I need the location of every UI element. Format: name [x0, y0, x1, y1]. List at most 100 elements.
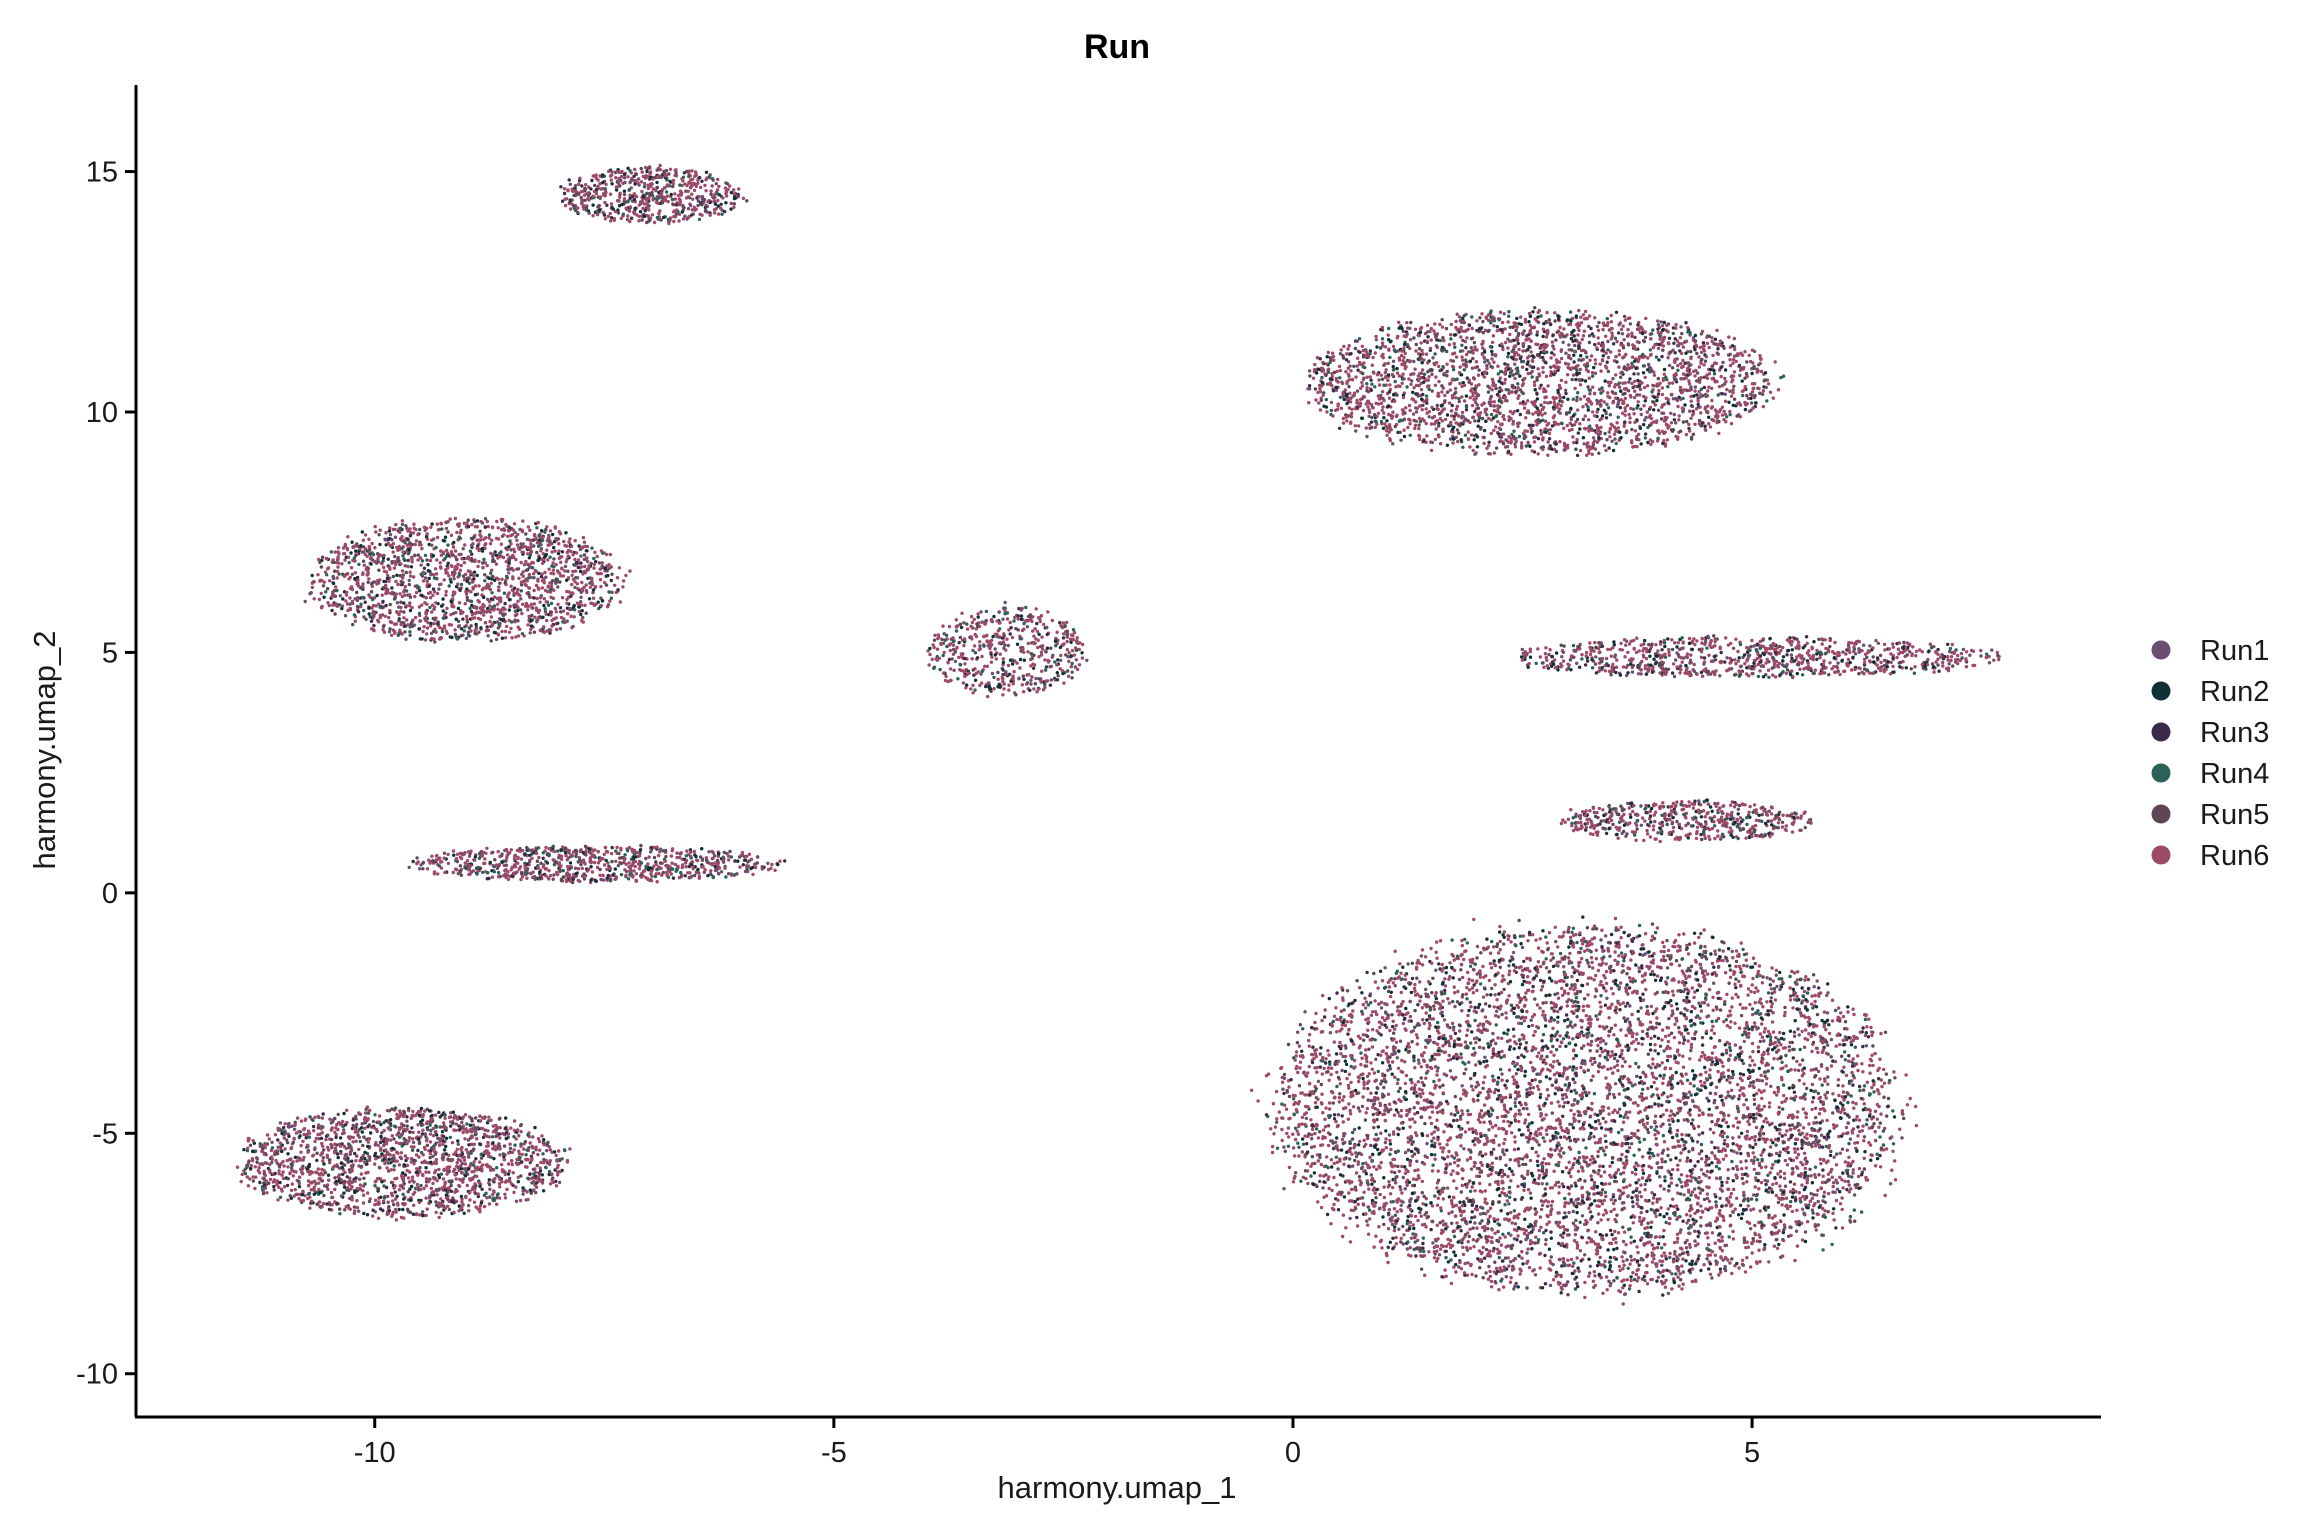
- data-point: [1614, 310, 1619, 314]
- data-point: [1673, 351, 1677, 355]
- data-point: [1384, 368, 1388, 372]
- data-point: [1395, 393, 1399, 397]
- data-point: [1489, 321, 1493, 325]
- data-point: [1427, 375, 1431, 379]
- data-point: [1501, 432, 1506, 436]
- data-point: [451, 553, 455, 557]
- data-point: [1536, 367, 1540, 371]
- data-point: [1695, 393, 1699, 397]
- data-point: [671, 184, 675, 189]
- data-point: [1610, 439, 1614, 443]
- data-point: [504, 560, 508, 564]
- data-point: [564, 531, 568, 535]
- data-point: [1551, 333, 1555, 338]
- data-point: [1338, 368, 1343, 373]
- data-point: [1507, 314, 1511, 318]
- data-point: [1593, 362, 1598, 366]
- data-point: [1694, 343, 1699, 347]
- data-point: [1467, 323, 1472, 328]
- data-point: [326, 566, 331, 570]
- data-point: [1592, 414, 1597, 418]
- data-point: [1417, 437, 1422, 442]
- data-point: [488, 604, 492, 608]
- data-point: [1597, 451, 1601, 455]
- data-point: [404, 570, 408, 575]
- data-point: [1697, 365, 1702, 369]
- data-point: [667, 221, 671, 226]
- data-point: [639, 180, 644, 184]
- data-point: [1489, 431, 1494, 436]
- data-point: [408, 608, 413, 613]
- data-point: [503, 629, 508, 634]
- data-point: [509, 626, 513, 631]
- data-point: [1611, 401, 1615, 405]
- data-point: [460, 557, 464, 561]
- data-point: [1481, 339, 1485, 344]
- data-point: [1599, 391, 1603, 395]
- data-point: [1483, 360, 1487, 364]
- data-point: [1674, 421, 1678, 425]
- data-point: [673, 192, 677, 196]
- data-point: [1387, 348, 1391, 352]
- data-point: [369, 590, 374, 594]
- data-point: [375, 593, 379, 598]
- data-point: [552, 557, 556, 561]
- data-point: [1531, 359, 1535, 363]
- data-point: [1347, 344, 1351, 348]
- data-point: [1547, 318, 1552, 322]
- data-point: [1361, 408, 1366, 413]
- data-point: [579, 595, 583, 599]
- data-point: [690, 184, 694, 188]
- data-point: [1750, 382, 1755, 386]
- data-point: [1524, 444, 1529, 448]
- data-point: [1373, 351, 1378, 355]
- data-point: [1667, 336, 1672, 340]
- data-point: [1741, 393, 1745, 398]
- data-point: [628, 169, 632, 173]
- data-point: [1585, 445, 1590, 449]
- data-point: [1583, 379, 1588, 383]
- data-point: [670, 197, 675, 202]
- data-point: [1031, 666, 1036, 670]
- data-point: [1779, 375, 1783, 380]
- data-point: [1672, 412, 1677, 417]
- data-point: [1435, 361, 1439, 365]
- data-point: [615, 179, 620, 183]
- data-point: [532, 602, 536, 606]
- data-point: [504, 546, 508, 550]
- data-point: [1587, 399, 1591, 404]
- data-point: [632, 174, 636, 178]
- data-point: [390, 538, 394, 542]
- data-point: [1663, 430, 1667, 434]
- data-point: [1340, 381, 1345, 386]
- data-point: [412, 575, 416, 579]
- data-point: [1657, 358, 1661, 362]
- data-point: [1603, 431, 1607, 436]
- data-point: [573, 557, 577, 562]
- data-point: [1636, 323, 1640, 327]
- data-point: [1380, 408, 1384, 412]
- data-point: [497, 588, 501, 593]
- data-point: [333, 550, 337, 554]
- data-point: [1586, 405, 1590, 409]
- data-point: [1475, 348, 1479, 352]
- data-point: [374, 530, 378, 534]
- data-point: [1356, 424, 1361, 428]
- data-point: [1462, 368, 1467, 372]
- data-point: [546, 585, 550, 589]
- data-point: [1643, 335, 1648, 340]
- data-point: [1768, 390, 1773, 394]
- data-point: [682, 171, 687, 175]
- data-point: [377, 533, 381, 537]
- data-point: [1621, 346, 1626, 350]
- data-point: [1624, 352, 1628, 357]
- data-point: [1355, 364, 1359, 368]
- data-point: [1454, 435, 1459, 439]
- data-point: [525, 537, 529, 541]
- data-point: [1455, 377, 1459, 381]
- data-point: [647, 208, 651, 212]
- data-point: [534, 606, 538, 610]
- data-point: [1545, 310, 1549, 315]
- data-point: [408, 527, 412, 531]
- data-point: [1471, 391, 1475, 395]
